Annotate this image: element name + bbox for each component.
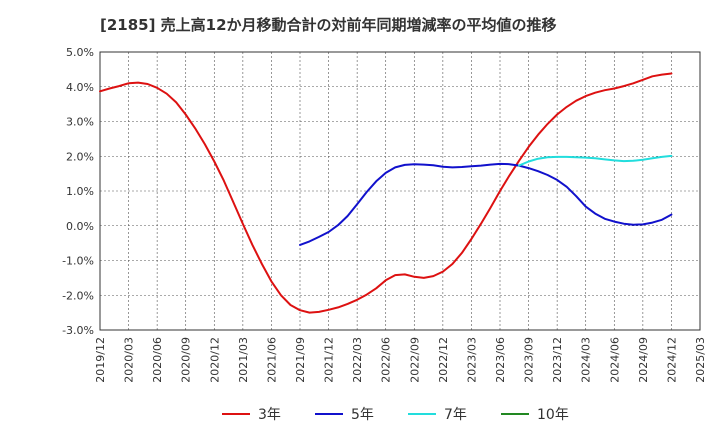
x-tick-label: 2024/09 [637, 337, 650, 383]
x-tick-label: 2020/09 [180, 337, 193, 383]
x-tick-label: 2022/06 [380, 337, 393, 383]
x-tick-label: 2020/03 [123, 337, 136, 383]
y-tick-label: 3.0% [66, 116, 94, 129]
series-line-3 [518, 154, 673, 167]
y-tick-label: 5.0% [66, 46, 94, 59]
y-tick-label: -1.0% [62, 255, 94, 268]
x-tick-label: 2022/12 [437, 337, 450, 383]
plot-frame [99, 51, 701, 331]
chart-title: [2185] 売上高12か月移動合計の対前年同期増減率の平均値の推移 [100, 16, 557, 34]
x-tick-label: 2024/12 [665, 337, 678, 383]
x-tick-label: 2022/03 [351, 337, 364, 383]
x-tick-label: 2023/12 [551, 337, 564, 383]
legend-label: 10年 [537, 407, 569, 423]
x-tick-label: 2022/09 [408, 337, 421, 383]
series-line-1 [99, 72, 673, 314]
x-tick-label: 2025/03 [694, 337, 707, 383]
y-tick-label: 1.0% [66, 185, 94, 198]
y-tick-label: -2.0% [62, 289, 94, 302]
legend-label: 5年 [351, 407, 374, 423]
x-tick-label: 2021/03 [237, 337, 250, 383]
x-tick-label: 2023/09 [523, 337, 536, 383]
series-line-2 [299, 162, 673, 246]
x-tick-label: 2023/03 [465, 337, 478, 383]
x-tick-label: 2024/06 [608, 337, 621, 383]
legend-label: 3年 [258, 407, 281, 423]
y-tick-label: 0.0% [66, 220, 94, 233]
x-tick-label: 2024/03 [580, 337, 593, 383]
x-tick-label: 2023/06 [494, 337, 507, 383]
x-tick-label: 2020/06 [151, 337, 164, 383]
x-tick-label: 2021/09 [294, 337, 307, 383]
x-tick-label: 2019/12 [94, 337, 107, 383]
y-tick-label: 2.0% [66, 150, 94, 163]
y-tick-label: -3.0% [62, 324, 94, 337]
x-tick-label: 2021/06 [265, 337, 278, 383]
y-tick-label: 4.0% [66, 81, 94, 94]
x-tick-label: 2021/12 [323, 337, 336, 383]
legend-label: 7年 [444, 407, 467, 423]
x-tick-label: 2020/12 [208, 337, 221, 383]
